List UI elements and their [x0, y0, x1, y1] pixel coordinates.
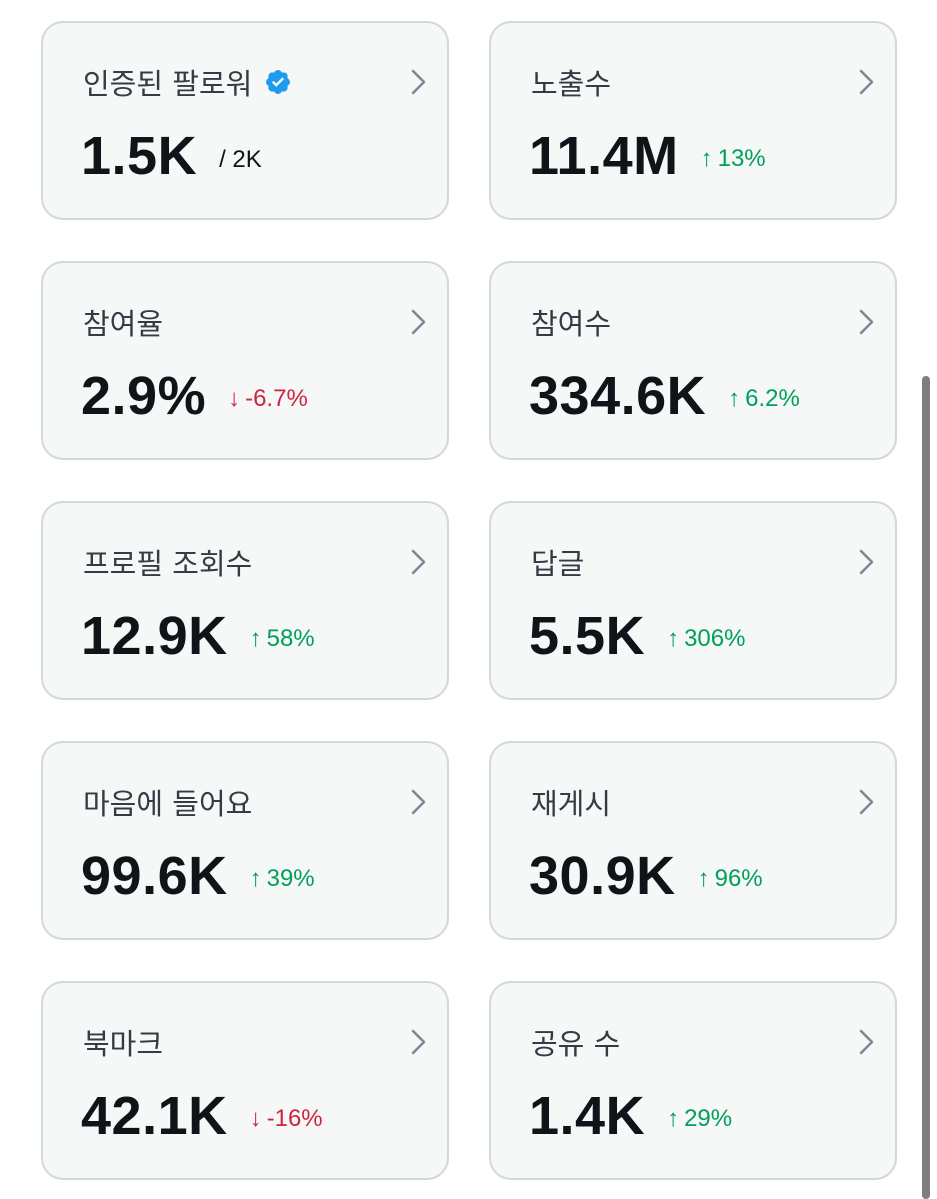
- metric-change: ↑ 6.2%: [728, 385, 800, 413]
- card-title-label: 북마크: [83, 1027, 164, 1061]
- value-row: 334.6K ↑ 6.2%: [529, 369, 800, 423]
- metric-value: 99.6K: [81, 846, 228, 906]
- metric-change: ↑ 29%: [667, 1105, 732, 1133]
- metric-change-value: 13%: [717, 145, 766, 172]
- card-title-label: 참여율: [83, 307, 164, 341]
- metric-change: ↑ 58%: [250, 625, 315, 653]
- metric-change-value: 306%: [684, 625, 746, 652]
- chevron-right-icon: [859, 309, 874, 335]
- metric-change: ↑ 39%: [250, 865, 315, 893]
- chevron-right-icon: [411, 549, 426, 575]
- value-row: 1.4K ↑ 29%: [529, 1089, 732, 1143]
- stats-grid: 인증된 팔로워 1.5K / 2K 노출수 11.4M ↑: [41, 21, 897, 1180]
- chevron-right-icon: [859, 549, 874, 575]
- metric-change-value: 58%: [266, 625, 315, 652]
- card-title: 재게시: [531, 781, 611, 823]
- chevron-right-icon: [859, 789, 874, 815]
- card-replies[interactable]: 답글 5.5K ↑ 306%: [489, 501, 897, 700]
- value-row: 12.9K ↑ 58%: [81, 609, 315, 663]
- card-impressions[interactable]: 노출수 11.4M ↑ 13%: [489, 21, 897, 220]
- arrow-up-icon: ↑: [697, 865, 710, 892]
- card-title-label: 노출수: [531, 67, 612, 101]
- metric-change: ↓ -16%: [250, 1105, 323, 1133]
- metric-value: 2.9%: [81, 366, 207, 426]
- card-reposts[interactable]: 재게시 30.9K ↑ 96%: [489, 741, 897, 940]
- metric-value: 11.4M: [529, 126, 679, 186]
- card-title: 공유 수: [531, 1021, 620, 1063]
- card-title-label: 재게시: [531, 787, 612, 821]
- card-title: 북마크: [83, 1021, 163, 1063]
- metric-value: 42.1K: [81, 1086, 228, 1146]
- arrow-up-icon: ↑: [667, 1105, 680, 1132]
- card-title-label: 프로필 조회수: [83, 547, 253, 581]
- chevron-right-icon: [411, 789, 426, 815]
- card-engagement-rate[interactable]: 참여율 2.9% ↓ -6.7%: [41, 261, 449, 460]
- metric-value: 12.9K: [81, 606, 228, 666]
- card-title: 노출수: [531, 61, 611, 103]
- card-title-label: 인증된 팔로워: [83, 67, 253, 101]
- card-title: 참여수: [531, 301, 611, 343]
- card-verified-followers[interactable]: 인증된 팔로워 1.5K / 2K: [41, 21, 449, 220]
- value-row: 1.5K / 2K: [81, 129, 262, 183]
- metric-change: ↓ -6.7%: [228, 385, 308, 413]
- chevron-right-icon: [859, 1029, 874, 1055]
- card-title: 인증된 팔로워: [83, 61, 292, 103]
- value-row: 42.1K ↓ -16%: [81, 1089, 323, 1143]
- value-row: 30.9K ↑ 96%: [529, 849, 763, 903]
- metric-change: ↑ 96%: [698, 865, 763, 893]
- metric-change-value: 96%: [714, 865, 763, 892]
- card-title: 프로필 조회수: [83, 541, 252, 583]
- metric-value: 5.5K: [529, 606, 646, 666]
- arrow-up-icon: ↑: [249, 625, 262, 652]
- metric-change-value: 29%: [684, 1105, 733, 1132]
- value-row: 11.4M ↑ 13%: [529, 129, 766, 183]
- arrow-up-icon: ↑: [700, 145, 713, 172]
- arrow-down-icon: ↓: [228, 385, 241, 412]
- metric-change: ↑ 306%: [667, 625, 745, 653]
- card-bookmarks[interactable]: 북마크 42.1K ↓ -16%: [41, 981, 449, 1180]
- arrow-up-icon: ↑: [249, 865, 262, 892]
- metric-change-value: -16%: [266, 1105, 323, 1132]
- card-profile-visits[interactable]: 프로필 조회수 12.9K ↑ 58%: [41, 501, 449, 700]
- card-likes[interactable]: 마음에 들어요 99.6K ↑ 39%: [41, 741, 449, 940]
- value-row: 99.6K ↑ 39%: [81, 849, 315, 903]
- chevron-right-icon: [411, 1029, 426, 1055]
- verified-badge-icon: [264, 68, 292, 96]
- metric-limit: / 2K: [219, 146, 262, 173]
- arrow-down-icon: ↓: [249, 1105, 262, 1132]
- arrow-up-icon: ↑: [728, 385, 741, 412]
- chevron-right-icon: [859, 69, 874, 95]
- metric-change: ↑ 13%: [701, 145, 766, 173]
- card-title-label: 공유 수: [531, 1027, 621, 1061]
- metric-value: 30.9K: [529, 846, 676, 906]
- metric-change-value: -6.7%: [245, 385, 308, 412]
- metric-value: 1.4K: [529, 1086, 646, 1146]
- chevron-right-icon: [411, 69, 426, 95]
- card-title: 참여율: [83, 301, 163, 343]
- metric-change-value: 6.2%: [745, 385, 800, 412]
- arrow-up-icon: ↑: [667, 625, 680, 652]
- metric-value: 334.6K: [529, 366, 707, 426]
- card-title-label: 참여수: [531, 307, 612, 341]
- card-shares[interactable]: 공유 수 1.4K ↑ 29%: [489, 981, 897, 1180]
- card-title: 답글: [531, 541, 584, 583]
- value-row: 2.9% ↓ -6.7%: [81, 369, 308, 423]
- scrollbar-thumb[interactable]: [922, 376, 930, 1199]
- chevron-right-icon: [411, 309, 426, 335]
- card-title-label: 답글: [531, 547, 585, 581]
- card-engagements[interactable]: 참여수 334.6K ↑ 6.2%: [489, 261, 897, 460]
- card-title: 마음에 들어요: [83, 781, 252, 823]
- card-title-label: 마음에 들어요: [83, 787, 253, 821]
- metric-value: 1.5K: [81, 126, 198, 186]
- metric-change-value: 39%: [266, 865, 315, 892]
- value-row: 5.5K ↑ 306%: [529, 609, 745, 663]
